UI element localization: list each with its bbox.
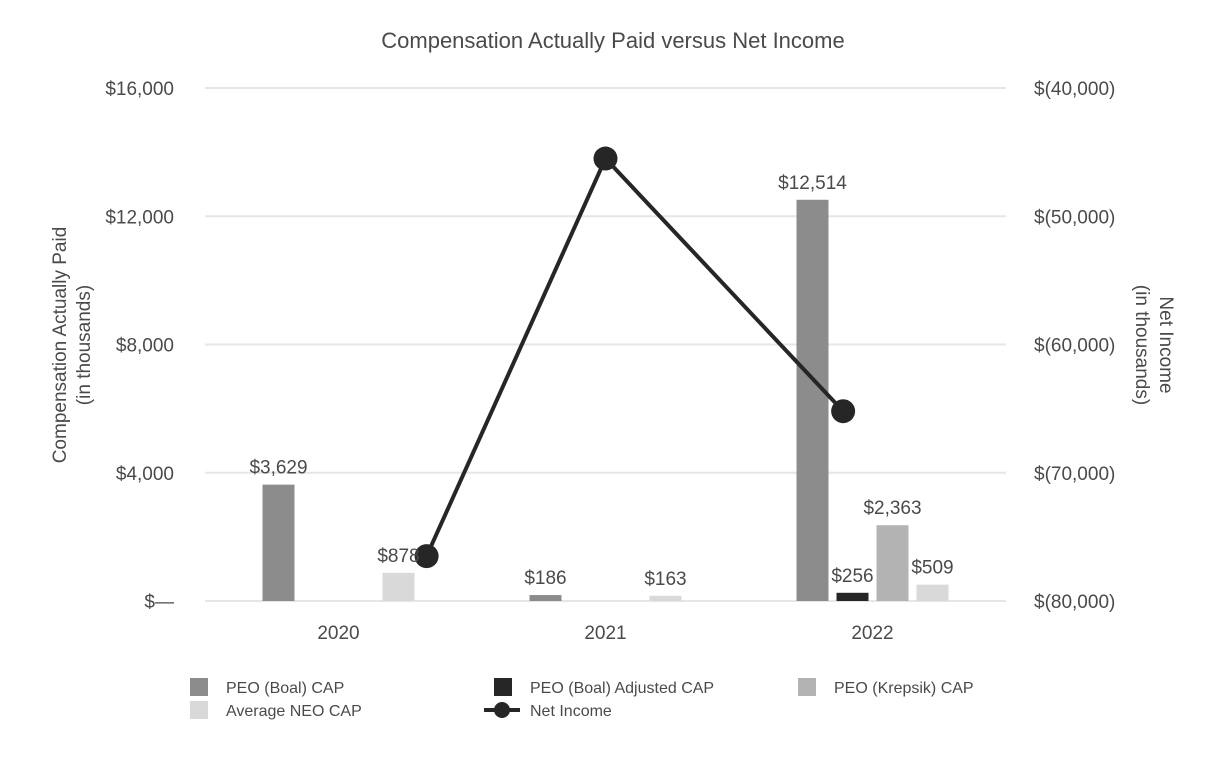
legend-swatch-peo-krepsik-cap: [798, 678, 816, 696]
data-label: $256: [831, 566, 873, 587]
right-axis-title: Net Income(in thousands): [1131, 285, 1176, 405]
legend-swatch-peo-boal-adjusted-cap: [494, 678, 512, 696]
legend-swatch-peo-boal-cap: [190, 678, 208, 696]
axis-title-line: (in thousands): [1131, 285, 1152, 405]
data-label: $509: [911, 558, 953, 579]
legend-label-net-income: Net Income: [530, 703, 612, 720]
data-label: $2,363: [863, 498, 921, 519]
left-tick-label: $4,000: [116, 464, 174, 485]
bar-peo-boal-cap: [262, 484, 295, 601]
legend-swatch-average-neo-cap: [190, 701, 208, 719]
legend: PEO (Boal) CAP PEO (Boal) Adjusted CAP PEO…: [190, 678, 974, 720]
x-tick-label: 2022: [851, 623, 893, 644]
data-labels: $3,629 $186 $12,514 $256 $2,363 $878 $163 $509: [249, 173, 953, 590]
net-income-path: [424, 154, 845, 557]
left-axis-ticks: $— $4,000 $8,000 $12,000 $16,000: [105, 79, 174, 613]
bar-average-neo-cap: [916, 584, 949, 601]
legend-label-average-neo-cap: Average NEO CAP: [226, 703, 362, 720]
right-tick-label: $(70,000): [1034, 464, 1115, 485]
right-tick-label: $(80,000): [1034, 592, 1115, 613]
net-income-line: [414, 146, 856, 569]
x-axis-ticks: 2020 2021 2022: [317, 623, 893, 644]
data-label: $878: [377, 546, 419, 567]
data-label: $186: [524, 568, 566, 589]
right-tick-label: $(60,000): [1034, 336, 1115, 357]
net-income-point: [414, 544, 439, 569]
left-tick-label: $—: [144, 592, 174, 613]
data-label: $3,629: [249, 458, 307, 479]
axis-title-line: Net Income: [1155, 296, 1176, 393]
legend-label-peo-boal-cap: PEO (Boal) CAP: [226, 680, 344, 697]
bar-peo-krepsik-cap: [876, 525, 909, 601]
x-tick-label: 2021: [584, 623, 626, 644]
axis-title-line: Compensation Actually Paid: [50, 227, 71, 464]
legend-marker-net-income: [494, 702, 510, 718]
net-income-point: [831, 399, 856, 424]
bars: [262, 199, 949, 601]
left-tick-label: $12,000: [105, 207, 174, 228]
legend-label-peo-krepsik-cap: PEO (Krepsik) CAP: [834, 680, 974, 697]
data-label: $12,514: [778, 173, 847, 194]
chart-title: Compensation Actually Paid versus Net In…: [381, 28, 844, 53]
right-axis-ticks: $(80,000) $(70,000) $(60,000) $(50,000) $(40…: [1034, 79, 1115, 613]
bar-peo-boal-cap: [796, 199, 829, 601]
right-tick-label: $(40,000): [1034, 79, 1115, 100]
right-tick-label: $(50,000): [1034, 207, 1115, 228]
bar-peo-boal-cap: [529, 595, 562, 601]
left-axis-title: Compensation Actually Paid (in thousands): [50, 227, 95, 464]
bar-average-neo-cap: [649, 595, 682, 601]
axis-title-line: (in thousands): [74, 285, 95, 405]
legend-label-peo-boal-adjusted-cap: PEO (Boal) Adjusted CAP: [530, 680, 714, 697]
bar-average-neo-cap: [382, 572, 415, 601]
bar-peo-boal-adjusted-cap: [836, 592, 869, 601]
left-tick-label: $8,000: [116, 336, 174, 357]
x-tick-label: 2020: [317, 623, 359, 644]
gridlines: [205, 87, 1006, 602]
left-tick-label: $16,000: [105, 79, 174, 100]
data-label: $163: [644, 569, 686, 590]
net-income-point: [593, 146, 618, 171]
